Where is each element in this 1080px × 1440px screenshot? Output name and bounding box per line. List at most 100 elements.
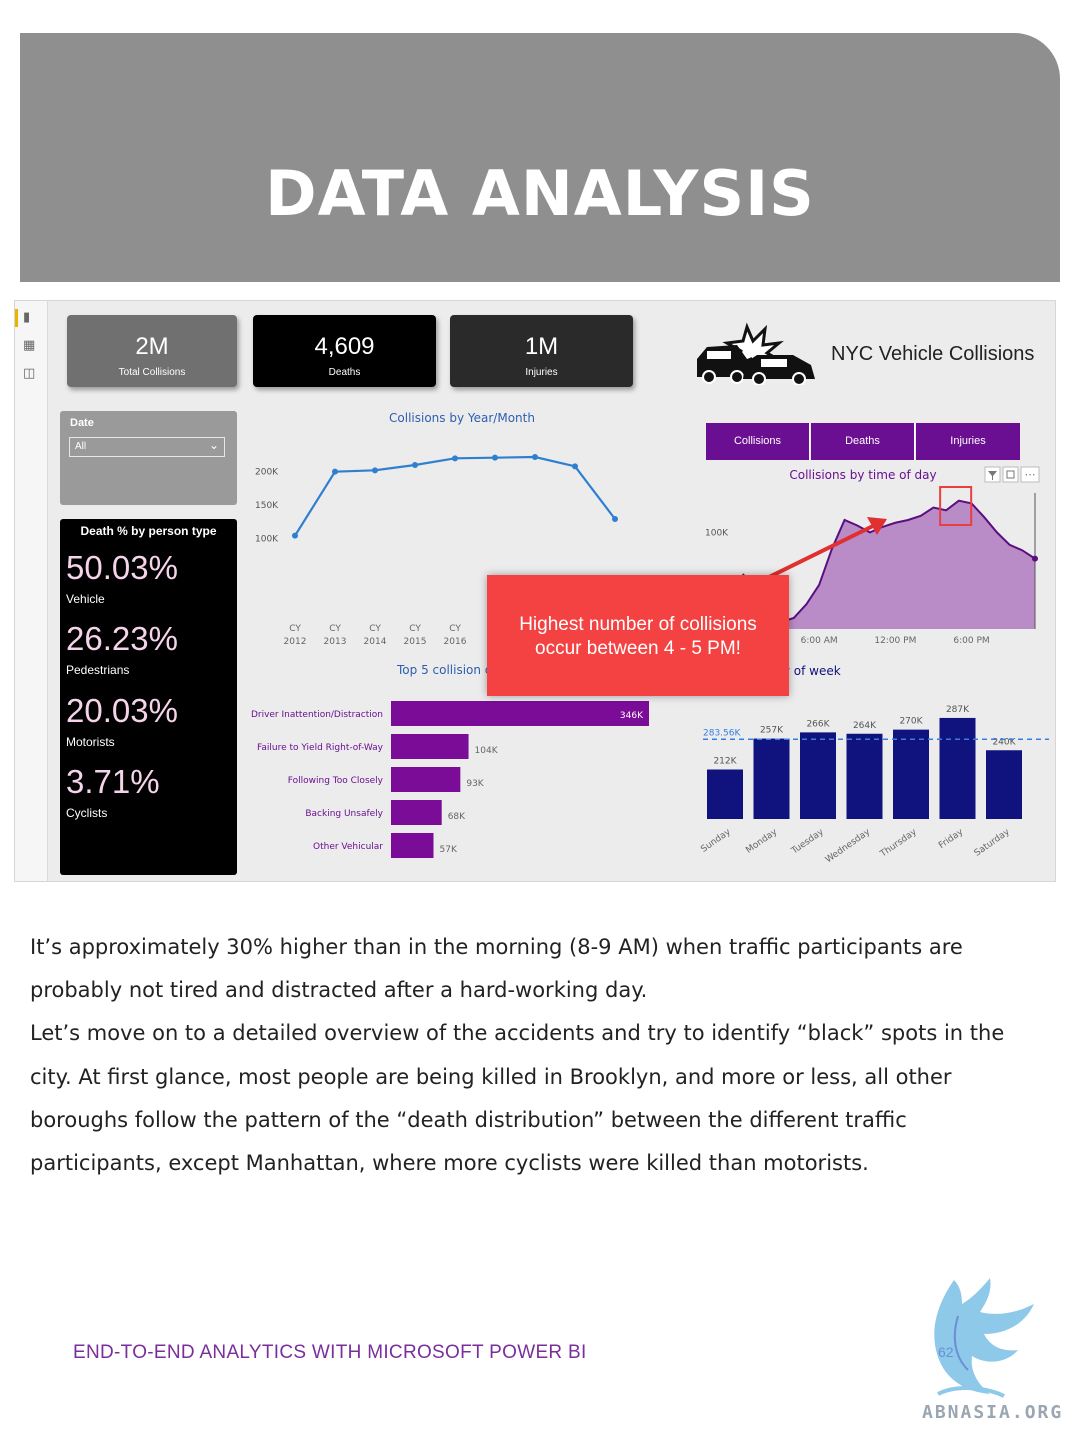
category-label: Backing Unsafely: [305, 809, 383, 819]
paragraph: It’s approximately 30% higher than in th…: [30, 935, 963, 1003]
insight-callout: Highest number of collisions occur betwe…: [487, 575, 789, 696]
y-tick-label: 200K: [255, 468, 279, 478]
data-point: [572, 463, 578, 470]
data-point: [372, 467, 378, 474]
page-number: 62: [938, 1344, 954, 1360]
tab-deaths[interactable]: Deaths: [811, 423, 915, 460]
date-slicer[interactable]: Date All ⌄: [60, 411, 237, 505]
death-pct-label: Vehicle: [66, 592, 105, 606]
collisions-by-day-chart: Collisions by day of week 212KSunday257K…: [689, 664, 1049, 865]
death-percent-panel: Death % by person type 50.03% Vehicle 26…: [60, 519, 237, 875]
x-tick-label: 6:00 PM: [953, 636, 989, 646]
panel-title: Death % by person type: [80, 524, 217, 538]
x-tick-label: CY: [409, 624, 421, 634]
day-bar: [753, 738, 790, 819]
x-tick-label: CY: [369, 624, 381, 634]
cause-bar: [391, 833, 434, 858]
dropdown-value: All: [75, 441, 87, 452]
x-tick-label: Sunday: [699, 827, 733, 855]
average-label: 283.56K: [703, 728, 741, 738]
cause-bar: [391, 800, 442, 825]
data-point: [612, 516, 618, 522]
x-tick-label: CY: [329, 624, 341, 634]
svg-text:⋯: ⋯: [1025, 469, 1036, 481]
kpi-value: 4,609: [314, 333, 375, 360]
x-tick-label: Tuesday: [789, 827, 826, 857]
x-tick-label: Wednesday: [824, 827, 873, 865]
kpi-label: Injuries: [525, 367, 558, 378]
model-view-icon[interactable]: ◫: [23, 365, 36, 380]
category-label: Other Vehicular: [313, 842, 383, 852]
day-bar: [986, 750, 1022, 819]
death-pct-label: Cyclists: [66, 806, 108, 820]
data-label: 68K: [448, 812, 466, 822]
tab-collisions[interactable]: Collisions: [706, 423, 810, 460]
death-pct-value: 50.03%: [66, 549, 178, 586]
time-of-day-line: [742, 499, 1036, 624]
collisions-by-year-chart: Collisions by Year/Month 200K 150K 100K CY…: [255, 411, 618, 645]
chevron-down-icon: ⌄: [208, 438, 219, 452]
cause-bar: [391, 734, 469, 759]
category-label: Driver Inattention/Distraction: [251, 710, 383, 720]
more-options-icon[interactable]: [1020, 466, 1040, 483]
day-bar: [800, 732, 836, 819]
x-tick-label: Saturday: [973, 827, 1013, 859]
x-tick-label: CY: [289, 624, 301, 634]
x-tick-label: Monday: [744, 827, 779, 856]
data-point: [292, 532, 298, 539]
top-collision-causes-chart: Top 5 collision c Driver Inattention/Dis…: [251, 663, 649, 858]
chart-title: Collisions by Year/Month: [389, 411, 535, 425]
date-dropdown[interactable]: All ⌄: [69, 437, 225, 457]
kpi-label: Total Collisions: [118, 367, 186, 378]
data-label: 346K: [620, 711, 644, 721]
data-point: [412, 462, 418, 468]
cause-bar: [391, 701, 649, 726]
active-view-indicator: [15, 309, 18, 327]
dashboard-screenshot: ▮ ▦ ◫ 2M Total Collisions 4,609 Deaths 1…: [14, 300, 1056, 882]
car-crash-icon: [697, 322, 815, 385]
day-bar: [939, 717, 976, 819]
data-label: 93K: [466, 779, 484, 789]
x-tick-label: 2014: [364, 637, 387, 645]
x-tick-label: 2016: [444, 637, 467, 645]
chart-title: Collisions by time of day: [789, 468, 936, 482]
y-tick-label: 150K: [255, 501, 279, 511]
kpi-injuries: 1M Injuries: [450, 315, 633, 387]
x-tick-label: 6:00 AM: [801, 636, 838, 646]
tab-injuries[interactable]: Injuries: [916, 423, 1020, 460]
header-banner: DATA ANALYSIS: [20, 33, 1060, 282]
data-label: 270K: [899, 717, 923, 727]
data-point: [332, 468, 338, 475]
time-of-day-area: [743, 500, 1035, 629]
data-label: 287K: [946, 705, 970, 715]
x-tick-label: Friday: [937, 827, 966, 851]
y-tick-label: 100K: [705, 528, 729, 538]
day-bar: [846, 733, 883, 819]
day-bar: [707, 769, 743, 819]
x-tick-label: Thursday: [878, 827, 919, 860]
y-tick-label: 100K: [255, 534, 279, 544]
category-label: Failure to Yield Right-of-Way: [257, 743, 384, 753]
death-pct-value: 26.23%: [66, 620, 178, 657]
report-view-icon[interactable]: ▮: [23, 309, 31, 324]
page-title: DATA ANALYSIS: [265, 157, 815, 230]
visual-header-icons: ⋯: [984, 466, 1040, 483]
x-tick-label: 2012: [284, 637, 307, 645]
data-view-icon[interactable]: ▦: [23, 337, 36, 352]
data-point: [532, 454, 538, 460]
day-bar: [893, 729, 929, 819]
chart-title: Top 5 collision c: [396, 663, 491, 677]
cause-bar: [391, 767, 461, 792]
callout-line-2: occur between 4 - 5 PM!: [535, 638, 741, 659]
series-end-point: [1032, 555, 1038, 562]
data-label: 257K: [760, 726, 784, 736]
x-tick-label: 12:00 PM: [874, 636, 916, 646]
logo-wordmark: ABNASIA.ORG: [922, 1402, 1064, 1423]
focus-mode-icon[interactable]: [1002, 466, 1019, 483]
kpi-total-collisions: 2M Total Collisions: [67, 315, 237, 387]
kpi-value: 2M: [135, 333, 169, 360]
slicer-title: Date: [70, 417, 94, 429]
callout-arrow: [760, 517, 887, 583]
collisions-series-line: [294, 455, 616, 537]
data-label: 104K: [475, 746, 499, 756]
